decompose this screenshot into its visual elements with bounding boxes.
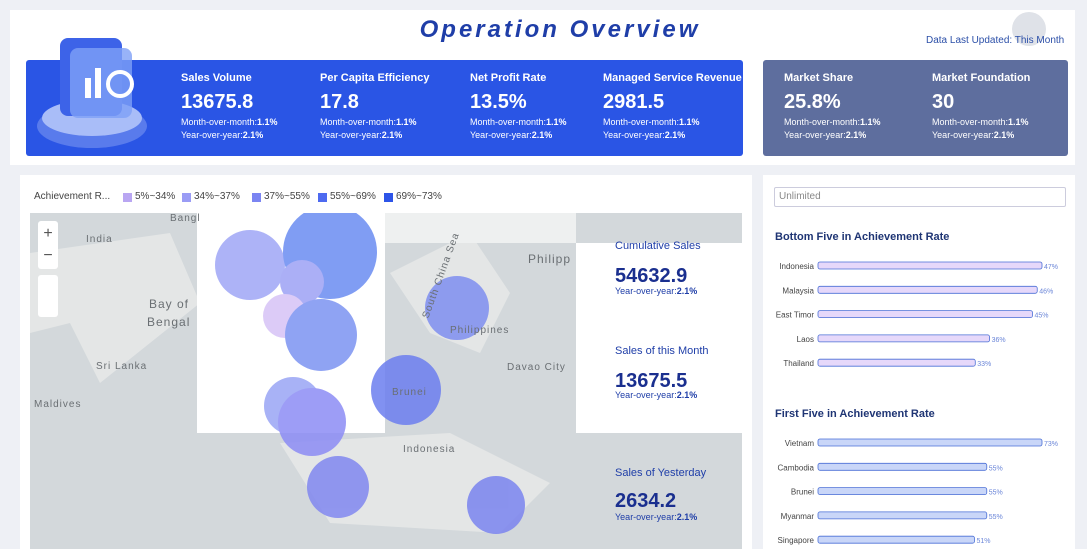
- metric-value: 1.1%: [679, 117, 700, 127]
- svg-text:−: −: [43, 247, 52, 264]
- map-label: Bangl: [170, 213, 201, 224]
- metric-label: Year-over-year:: [615, 390, 677, 400]
- metric-label: Month-over-month:: [603, 117, 680, 127]
- metric-label: Year-over-year:: [615, 512, 677, 522]
- metric-value: 2.1%: [676, 512, 698, 522]
- legend-label: 37%~55%: [264, 191, 310, 202]
- kpi-yoy: Year-over-year:2.1%: [470, 130, 552, 140]
- kpi-value: 30: [932, 91, 955, 113]
- summary-label: Sales of Yesterday: [615, 467, 707, 479]
- map: +−: [30, 213, 742, 549]
- kpi-block: [26, 60, 743, 156]
- kpi-value: 13675.8: [181, 91, 254, 113]
- legend-label: 55%~69%: [330, 191, 376, 202]
- kpi-label: Market Share: [784, 72, 854, 84]
- metric-label: Year-over-year:: [181, 130, 243, 140]
- kpi-label: Managed Service Revenue: [603, 72, 742, 84]
- metric-label: Year-over-year:: [603, 130, 665, 140]
- metric-label: Year-over-year:: [470, 130, 532, 140]
- map-label: Philipp: [528, 252, 572, 266]
- filter-value: Unlimited: [779, 191, 821, 202]
- map-label: Maldives: [34, 399, 82, 410]
- metric-value: 1.1%: [860, 117, 881, 127]
- kpi-mom: Month-over-month:1.1%: [470, 117, 567, 127]
- metric-value: 1.1%: [257, 117, 278, 127]
- svg-text:+: +: [43, 225, 52, 242]
- kpi-mom: Month-over-month:1.1%: [181, 117, 278, 127]
- legend-swatch: [123, 193, 132, 202]
- kpi-mom: Month-over-month:1.1%: [320, 117, 417, 127]
- legend-swatch: [252, 193, 261, 202]
- summary-label: Cumulative Sales: [615, 240, 701, 252]
- metric-label: Year-over-year:: [320, 130, 382, 140]
- summary-label: Sales of this Month: [615, 345, 709, 357]
- kpi-mom: Month-over-month:1.1%: [932, 117, 1029, 127]
- map-label: Philippines: [450, 325, 510, 336]
- legend-swatch: [182, 193, 191, 202]
- kpi-value: 13.5%: [470, 91, 527, 113]
- menu-button[interactable]: [1012, 12, 1046, 46]
- kpi-yoy: Year-over-year:2.1%: [932, 130, 1014, 140]
- kpi-yoy: Year-over-year:2.1%: [603, 130, 685, 140]
- legend-swatch: [318, 193, 327, 202]
- kpi-mom: Month-over-month:1.1%: [784, 117, 881, 127]
- map-label: Bengal: [147, 315, 191, 329]
- metric-value: 2.1%: [993, 130, 1015, 140]
- kpi-block-right: [763, 60, 1068, 156]
- kpi-label: Sales Volume: [181, 72, 252, 84]
- map-label: Brunei: [392, 387, 427, 398]
- metric-label: Year-over-year:: [615, 286, 677, 296]
- legend-label: 34%~37%: [194, 191, 240, 202]
- ranking-panel: [763, 175, 1075, 549]
- kpi-label: Per Capita Efficiency: [320, 72, 430, 84]
- metric-label: Month-over-month:: [320, 117, 397, 127]
- metric-value: 2.1%: [531, 130, 553, 140]
- kpi-value: 25.8%: [784, 91, 841, 113]
- metric-value: 2.1%: [381, 130, 403, 140]
- summary-yoy: Year-over-year:2.1%: [615, 512, 697, 522]
- map-label: Davao City: [507, 362, 566, 373]
- summary-value: 13675.5: [615, 370, 688, 392]
- metric-label: Year-over-year:: [784, 130, 846, 140]
- summary-yoy: Year-over-year:2.1%: [615, 390, 697, 400]
- map-label: Sri Lanka: [96, 361, 148, 372]
- metric-label: Month-over-month:: [932, 117, 1009, 127]
- metric-value: 2.1%: [664, 130, 686, 140]
- map-label: Bay of: [149, 297, 190, 311]
- metric-value: 2.1%: [845, 130, 867, 140]
- legend-label: 69%~73%: [396, 191, 442, 202]
- map-label: Indonesia: [403, 444, 456, 455]
- metric-value: 1.1%: [396, 117, 417, 127]
- metric-value: 1.1%: [1008, 117, 1029, 127]
- kpi-value: 2981.5: [603, 91, 665, 113]
- legend-label: 5%~34%: [135, 191, 176, 202]
- kpi-yoy: Year-over-year:2.1%: [181, 130, 263, 140]
- legend-swatch: [384, 193, 393, 202]
- kpi-mom: Month-over-month:1.1%: [603, 117, 700, 127]
- summary-value: 2634.2: [615, 490, 677, 512]
- last-updated: Data Last Updated: This Month: [926, 35, 1065, 46]
- metric-label: Year-over-year:: [932, 130, 994, 140]
- metric-value: 2.1%: [242, 130, 264, 140]
- metric-label: Month-over-month:: [181, 117, 258, 127]
- header-icon: [37, 38, 147, 148]
- kpi-yoy: Year-over-year:2.1%: [320, 130, 402, 140]
- summary-value: 54632.9: [615, 265, 688, 287]
- metric-label: Month-over-month:: [470, 117, 547, 127]
- kpi-label: Net Profit Rate: [470, 72, 547, 84]
- metric-label: Month-over-month:: [784, 117, 861, 127]
- summary-yoy: Year-over-year:2.1%: [615, 286, 697, 296]
- page-title: Operation Overview: [419, 16, 701, 43]
- kpi-label: Market Foundation: [932, 72, 1031, 84]
- metric-value: 1.1%: [546, 117, 567, 127]
- kpi-yoy: Year-over-year:2.1%: [784, 130, 866, 140]
- map-label: India: [86, 234, 113, 245]
- legend-title: Achievement R...: [34, 191, 111, 202]
- kpi-value: 17.8: [320, 91, 359, 113]
- metric-value: 2.1%: [676, 390, 698, 400]
- metric-value: 2.1%: [676, 286, 698, 296]
- filter-dropdown[interactable]: [774, 187, 1066, 207]
